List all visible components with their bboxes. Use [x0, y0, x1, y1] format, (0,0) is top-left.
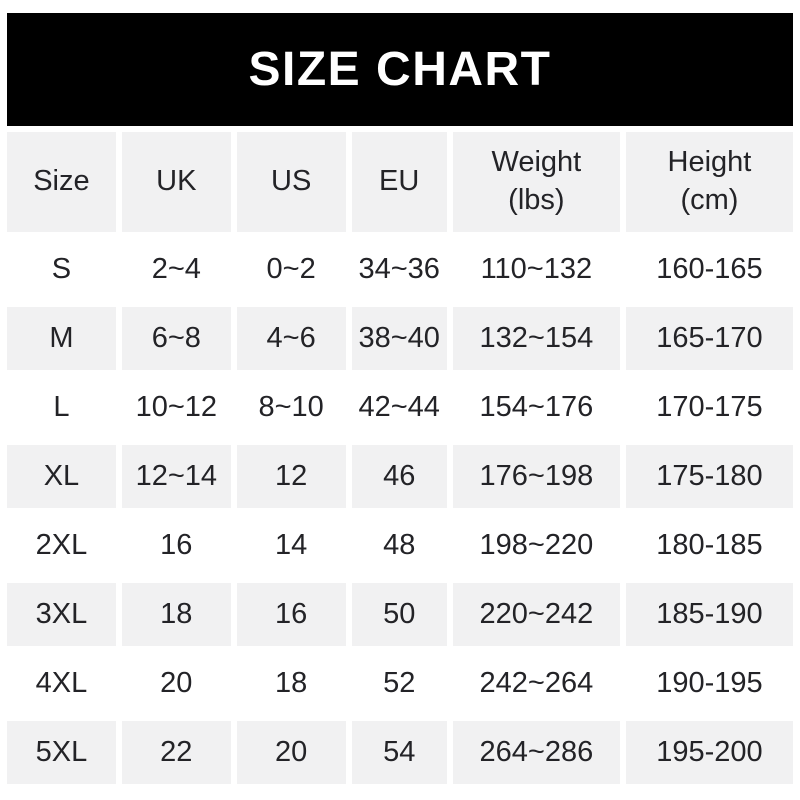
size-label: L: [7, 376, 116, 439]
us-value: 18: [236, 652, 346, 715]
uk-value: 18: [121, 583, 231, 646]
table-row-l: L 10~12 8~10 42~44 154~176 170-175: [7, 376, 793, 439]
eu-value: 46: [351, 445, 447, 508]
table-row-2xl: 2XL 16 14 48 198~220 180-185: [7, 514, 793, 577]
us-value: 20: [236, 721, 346, 784]
uk-value: 20: [121, 652, 231, 715]
col-header-uk: UK: [121, 132, 231, 232]
weight-value: 176~198: [452, 445, 620, 508]
col-header-us: US: [236, 132, 346, 232]
us-value: 0~2: [236, 238, 346, 301]
uk-value: 22: [121, 721, 231, 784]
height-value: 170-175: [625, 376, 793, 439]
table-row-5xl: 5XL 22 20 54 264~286 195-200: [7, 721, 793, 784]
banner: SIZE CHART: [7, 13, 793, 126]
weight-value: 154~176: [452, 376, 620, 439]
table-row-4xl: 4XL 20 18 52 242~264 190-195: [7, 652, 793, 715]
us-value: 8~10: [236, 376, 346, 439]
table-row-xl: XL 12~14 12 46 176~198 175-180: [7, 445, 793, 508]
us-value: 14: [236, 514, 346, 577]
size-label: 5XL: [7, 721, 116, 784]
height-value: 190-195: [625, 652, 793, 715]
eu-value: 54: [351, 721, 447, 784]
eu-value: 48: [351, 514, 447, 577]
size-chart-table: Size UK US EU Weight (lbs) Height (cm) S…: [1, 126, 799, 790]
weight-value: 220~242: [452, 583, 620, 646]
size-label: XL: [7, 445, 116, 508]
uk-value: 16: [121, 514, 231, 577]
us-value: 16: [236, 583, 346, 646]
eu-value: 50: [351, 583, 447, 646]
weight-value: 110~132: [452, 238, 620, 301]
eu-value: 42~44: [351, 376, 447, 439]
col-header-height: Height (cm): [625, 132, 793, 232]
eu-value: 34~36: [351, 238, 447, 301]
eu-value: 38~40: [351, 307, 447, 370]
weight-value: 264~286: [452, 721, 620, 784]
height-value: 180-185: [625, 514, 793, 577]
height-value: 185-190: [625, 583, 793, 646]
weight-value: 242~264: [452, 652, 620, 715]
height-value: 195-200: [625, 721, 793, 784]
col-header-weight: Weight (lbs): [452, 132, 620, 232]
uk-value: 12~14: [121, 445, 231, 508]
table-row-m: M 6~8 4~6 38~40 132~154 165-170: [7, 307, 793, 370]
uk-value: 6~8: [121, 307, 231, 370]
size-label: S: [7, 238, 116, 301]
col-header-size: Size: [7, 132, 116, 232]
uk-value: 10~12: [121, 376, 231, 439]
height-value: 175-180: [625, 445, 793, 508]
us-value: 12: [236, 445, 346, 508]
size-label: 3XL: [7, 583, 116, 646]
page-title: SIZE CHART: [248, 43, 552, 96]
height-value: 165-170: [625, 307, 793, 370]
us-value: 4~6: [236, 307, 346, 370]
col-header-eu: EU: [351, 132, 447, 232]
size-label: 4XL: [7, 652, 116, 715]
weight-value: 132~154: [452, 307, 620, 370]
size-label: 2XL: [7, 514, 116, 577]
table-row-3xl: 3XL 18 16 50 220~242 185-190: [7, 583, 793, 646]
height-value: 160-165: [625, 238, 793, 301]
uk-value: 2~4: [121, 238, 231, 301]
table-row-s: S 2~4 0~2 34~36 110~132 160-165: [7, 238, 793, 301]
header-row: Size UK US EU Weight (lbs) Height (cm): [7, 132, 793, 232]
eu-value: 52: [351, 652, 447, 715]
size-label: M: [7, 307, 116, 370]
weight-value: 198~220: [452, 514, 620, 577]
